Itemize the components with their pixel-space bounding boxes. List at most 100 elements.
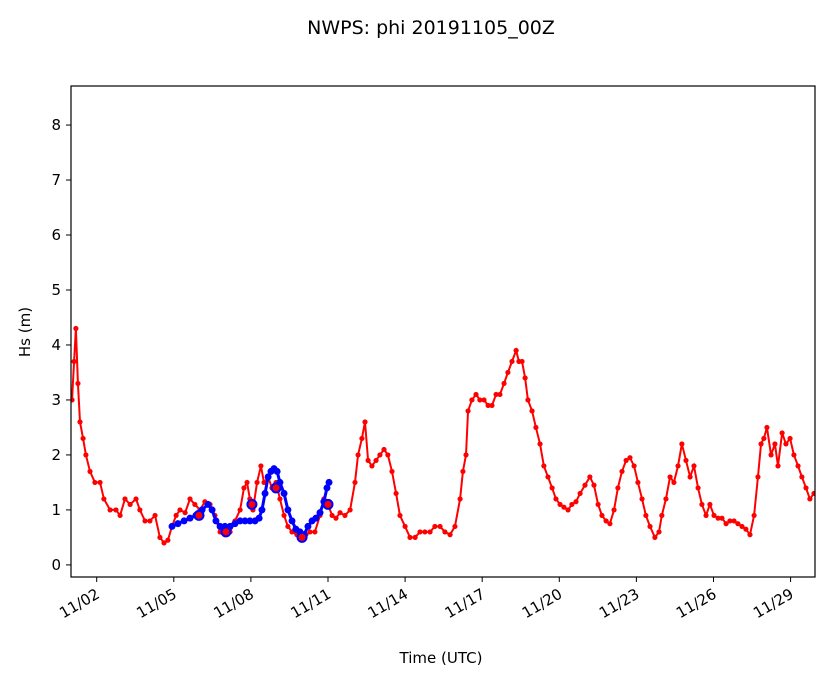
y-tick-label: 8 [51, 116, 61, 134]
model-point [77, 419, 83, 425]
model-point [97, 479, 103, 486]
model-point [703, 512, 709, 519]
model-point [422, 529, 428, 535]
model-point [385, 452, 391, 458]
observed-point [216, 522, 224, 530]
model-point [71, 397, 75, 403]
model-point [679, 441, 685, 447]
x-tick-label: 11/29 [750, 585, 796, 622]
model-point [127, 501, 133, 508]
model-point [687, 474, 693, 480]
model-point [142, 518, 148, 524]
model-point [83, 452, 89, 458]
observed-point [284, 506, 292, 514]
model-point [465, 408, 471, 414]
model-point [799, 474, 805, 480]
model-point [659, 512, 665, 519]
model-at-obs-point [193, 509, 205, 521]
model-point [627, 455, 633, 461]
model-point [647, 523, 653, 530]
model-point [619, 468, 625, 475]
model-point [417, 529, 423, 535]
y-tick-label: 1 [51, 501, 61, 519]
observed-point [236, 517, 244, 525]
model-point [457, 496, 463, 502]
model-point [254, 479, 260, 486]
model-point [715, 515, 721, 521]
observed-point [264, 473, 272, 481]
observed-point [241, 517, 249, 525]
model-point [577, 490, 583, 497]
model-at-obs-point [270, 482, 282, 494]
model-point [71, 358, 77, 365]
model-point [803, 485, 809, 491]
model-point [791, 452, 797, 458]
model-point [761, 435, 767, 442]
model-point [595, 501, 601, 508]
plot-frame [70, 85, 816, 578]
model-point [307, 529, 313, 535]
model-point [285, 523, 291, 530]
model-point [177, 507, 183, 513]
observed-point [323, 484, 331, 492]
model-point [107, 507, 113, 513]
x-tick-label: 11/14 [365, 585, 411, 622]
model-point [811, 490, 815, 497]
model-point [545, 474, 551, 480]
y-tick-label: 4 [51, 336, 61, 354]
model-point [477, 397, 483, 403]
model-point [359, 435, 365, 442]
model-point [481, 397, 487, 403]
model-point [758, 441, 764, 447]
model-point [161, 540, 167, 546]
model-point [244, 479, 250, 486]
model-point [723, 521, 729, 527]
model-point [731, 518, 737, 524]
model-point [755, 474, 761, 480]
model-point [603, 518, 609, 524]
model-point [739, 523, 745, 530]
model-point [237, 507, 243, 513]
model-point [365, 457, 371, 464]
observed-point [212, 517, 220, 525]
x-tick-label: 11/02 [56, 585, 102, 622]
model-point [683, 457, 689, 464]
y-tick-label: 0 [51, 556, 61, 574]
model-point [329, 512, 335, 519]
model-point [437, 523, 443, 530]
observed-point [255, 514, 263, 522]
model-point [691, 463, 697, 469]
model-point [553, 496, 559, 502]
model-point [675, 463, 681, 469]
model-point [522, 375, 528, 381]
observed-point [273, 467, 281, 475]
x-tick-label: 11/11 [288, 585, 334, 622]
model-point [611, 507, 617, 513]
model-point [393, 490, 399, 497]
model-point [635, 479, 641, 486]
observed-point [174, 520, 182, 528]
observed-point [258, 506, 266, 514]
model-point [152, 512, 158, 519]
model-point [565, 507, 571, 513]
model-point [557, 501, 563, 508]
model-point [342, 512, 348, 519]
model-point [362, 419, 368, 425]
model-point [432, 523, 438, 530]
x-tick-label: 11/20 [519, 585, 565, 622]
model-point [711, 512, 717, 519]
model-point [460, 468, 466, 475]
model-at-obs-point [246, 498, 258, 510]
model-point [541, 463, 547, 469]
model-point [599, 512, 605, 519]
model-point [787, 435, 793, 442]
model-point [489, 402, 495, 409]
model-point [407, 534, 413, 541]
model-point [87, 468, 93, 475]
observed-point [246, 517, 254, 525]
model-point [277, 496, 283, 502]
model-point [513, 347, 519, 354]
y-tick-label: 3 [51, 391, 61, 409]
